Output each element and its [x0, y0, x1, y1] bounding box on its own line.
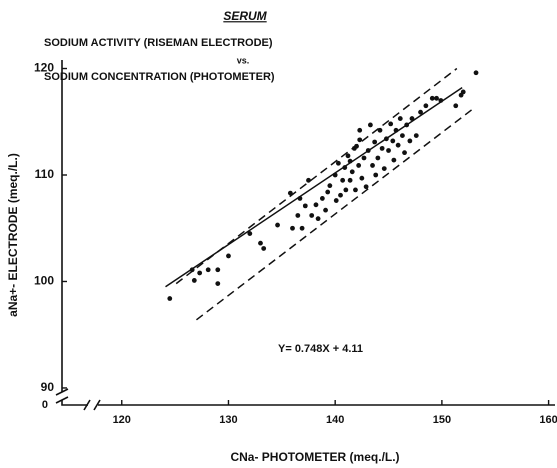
point — [395, 142, 401, 148]
point — [357, 137, 363, 143]
y-axis-label: aNa+- ELECTRODE (meq./L.) — [6, 153, 20, 317]
point — [400, 133, 405, 139]
y-tick-label: 110 — [35, 167, 55, 181]
point — [167, 296, 173, 301]
point — [215, 281, 221, 287]
point — [297, 196, 303, 201]
point — [402, 150, 407, 156]
point — [275, 222, 280, 228]
point — [407, 138, 413, 144]
x-tick-label: 140 — [326, 414, 344, 426]
point — [357, 127, 363, 133]
subtitle: vs. — [237, 55, 250, 65]
point — [361, 155, 367, 161]
point — [377, 127, 383, 133]
point — [381, 166, 387, 172]
point — [306, 177, 311, 183]
point — [205, 267, 211, 273]
point — [347, 177, 353, 183]
x-tick-label: 160 — [539, 414, 557, 426]
point — [189, 267, 195, 273]
point — [342, 165, 348, 170]
point — [313, 202, 319, 208]
point — [261, 246, 267, 251]
point — [345, 153, 351, 159]
annotation: Y= 0.748X + 4.11 — [278, 343, 363, 355]
point — [390, 138, 396, 144]
x-axis-label: CNa- PHOTOMETER (meq./L.) — [230, 450, 399, 464]
point — [397, 116, 403, 121]
chart-title: SERUM — [223, 9, 267, 23]
point — [367, 122, 373, 128]
point — [340, 177, 346, 183]
fit-line — [165, 87, 463, 288]
point — [413, 133, 419, 139]
point — [354, 143, 359, 149]
point — [359, 175, 365, 181]
point — [473, 70, 479, 76]
point — [302, 203, 308, 209]
point — [429, 95, 435, 101]
point — [372, 139, 378, 145]
x-tick-label: 120 — [113, 414, 131, 426]
point — [375, 155, 381, 161]
point — [373, 172, 379, 178]
point — [347, 158, 353, 164]
axes — [61, 60, 555, 406]
point — [295, 213, 301, 218]
point — [365, 148, 371, 153]
point — [290, 225, 295, 231]
origin-label: 0 — [42, 399, 48, 411]
y-tick-label: 100 — [34, 274, 54, 288]
point — [197, 270, 203, 276]
point — [299, 225, 305, 231]
point — [460, 89, 466, 95]
point — [325, 189, 331, 195]
point — [315, 216, 321, 222]
subtitle: SODIUM CONCENTRATION (PHOTOMETER) — [44, 71, 275, 83]
point — [191, 278, 197, 283]
point — [418, 109, 423, 115]
point — [423, 103, 429, 109]
point — [343, 187, 349, 193]
point — [434, 95, 439, 101]
y-tick-label: 120 — [34, 61, 54, 75]
point — [349, 169, 355, 175]
point — [391, 157, 397, 163]
point — [393, 127, 399, 133]
point — [327, 183, 333, 189]
point — [247, 231, 253, 236]
axis-break — [55, 388, 101, 411]
point — [370, 163, 375, 168]
point — [215, 267, 221, 273]
point — [383, 136, 389, 142]
x-tick-label: 130 — [219, 414, 237, 426]
subtitle: SODIUM ACTIVITY (RISEMAN ELECTRODE) — [44, 37, 273, 49]
x-tick-label: 150 — [433, 414, 451, 426]
point — [319, 196, 325, 201]
point — [353, 187, 358, 193]
point — [388, 121, 394, 127]
point — [287, 190, 293, 196]
point — [386, 148, 391, 153]
bound-line — [175, 67, 458, 285]
point — [404, 122, 410, 128]
point — [438, 98, 444, 103]
bound-line — [196, 108, 474, 321]
point — [338, 192, 343, 198]
point — [335, 160, 341, 166]
point — [356, 163, 362, 168]
y-tick-label: 90 — [41, 380, 55, 394]
point — [323, 207, 328, 213]
point — [379, 145, 385, 151]
point — [258, 240, 263, 246]
point — [453, 103, 459, 109]
point — [409, 116, 415, 121]
point — [333, 198, 339, 203]
point — [309, 213, 315, 218]
point — [332, 172, 338, 178]
point — [363, 184, 369, 190]
point — [226, 253, 231, 259]
